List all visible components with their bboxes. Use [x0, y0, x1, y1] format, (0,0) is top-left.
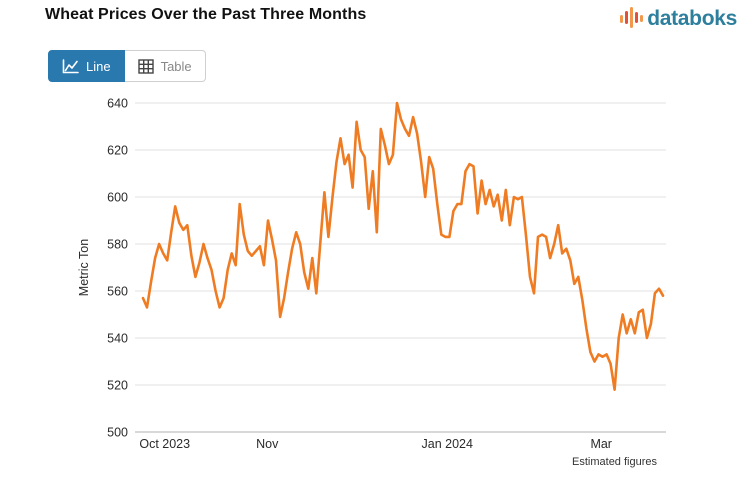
- databoks-logo-icon: [620, 7, 644, 28]
- line-view-label: Line: [86, 58, 111, 74]
- x-tick-label: Nov: [256, 437, 279, 451]
- line-view-button[interactable]: Line: [48, 50, 125, 82]
- line-chart-icon: [62, 58, 79, 73]
- y-tick-label: 640: [107, 97, 128, 111]
- page-title: Wheat Prices Over the Past Three Months: [45, 6, 367, 23]
- x-tick-label: Mar: [590, 437, 612, 451]
- table-view-label: Table: [160, 58, 192, 74]
- x-tick-label: Oct 2023: [139, 437, 190, 451]
- y-tick-label: 520: [107, 379, 128, 393]
- databoks-logo: databoks: [619, 6, 737, 31]
- price-line-series: [141, 101, 665, 392]
- y-tick-label: 580: [107, 238, 128, 252]
- y-tick-label: 620: [107, 144, 128, 158]
- estimated-figures-note: Estimated figures: [572, 456, 657, 468]
- x-tick-label: Jan 2024: [422, 437, 473, 451]
- view-toggle: Line Table: [48, 50, 206, 82]
- y-tick-label: 600: [107, 191, 128, 205]
- databoks-logo-text: databoks: [647, 6, 737, 30]
- y-tick-label: 560: [107, 285, 128, 299]
- table-icon: [137, 58, 154, 74]
- table-view-button[interactable]: Table: [124, 50, 206, 82]
- y-axis-title: Metric Ton: [77, 239, 91, 296]
- chart-canvas[interactable]: 500 520 540 560 580 600 620 640 Metric Ton Oct 20…: [0, 95, 753, 480]
- wheat-price-chart: 500 520 540 560 580 600 620 640 Metric Ton Oct 20…: [0, 95, 753, 485]
- y-tick-label: 500: [107, 426, 128, 440]
- y-tick-label: 540: [107, 332, 128, 346]
